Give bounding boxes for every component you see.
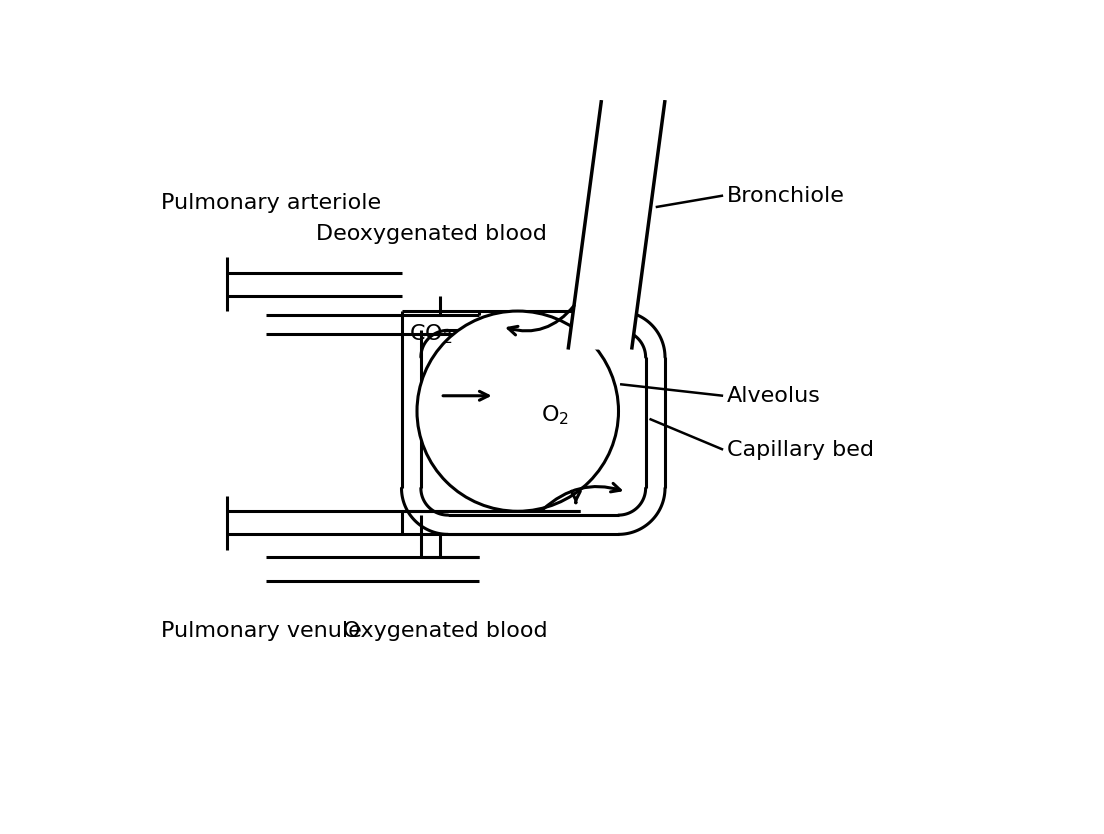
Polygon shape [569,100,665,349]
Text: Capillary bed: Capillary bed [728,440,874,460]
FancyArrowPatch shape [572,491,581,503]
Text: Pulmonary venule: Pulmonary venule [161,620,362,641]
Text: Oxygenated blood: Oxygenated blood [343,620,548,641]
FancyArrowPatch shape [508,305,574,335]
Text: Alveolus: Alveolus [728,386,821,406]
Text: CO$_2$: CO$_2$ [410,323,453,346]
Text: Deoxygenated blood: Deoxygenated blood [316,224,548,244]
FancyArrowPatch shape [543,484,620,510]
Circle shape [417,311,618,511]
Text: Pulmonary arteriole: Pulmonary arteriole [161,193,381,214]
FancyArrowPatch shape [443,391,488,400]
Text: Bronchiole: Bronchiole [728,185,845,205]
Text: O$_2$: O$_2$ [541,403,569,427]
